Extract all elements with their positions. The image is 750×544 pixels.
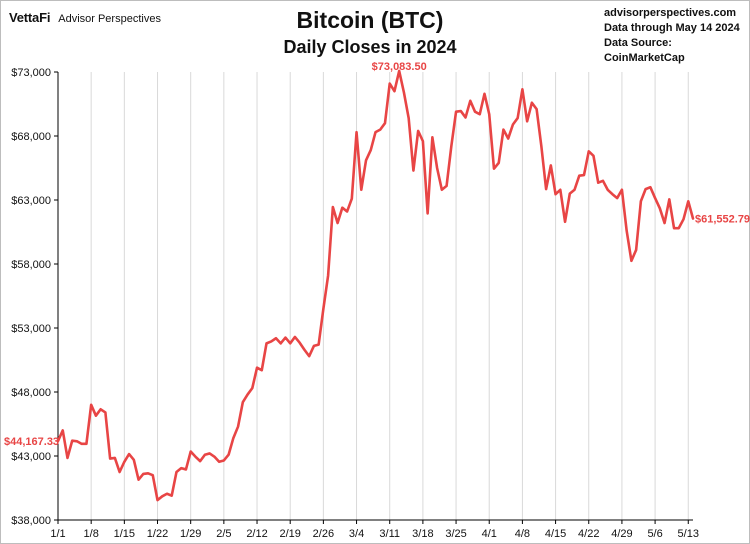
x-tick-label: 2/12 [246, 528, 267, 540]
chart-subtitle: Daily Closes in 2024 [283, 37, 457, 57]
y-tick-label: $58,000 [11, 259, 51, 271]
source-data-source: Data Source: CoinMarketCap [604, 37, 685, 64]
y-tick-label: $48,000 [11, 387, 51, 399]
title-block: Bitcoin (BTC) Daily Closes in 2024 [200, 6, 540, 60]
x-tick-label: 5/6 [647, 528, 662, 540]
x-tick-label: 4/29 [611, 528, 632, 540]
start-value-label: $44,167.33 [4, 436, 59, 448]
brand-name: Advisor Perspectives [58, 13, 161, 25]
source-site: advisorperspectives.com [604, 7, 737, 19]
x-tick-label: 4/22 [578, 528, 599, 540]
x-tick-label: 1/1 [50, 528, 65, 540]
x-tick-label: 2/5 [216, 528, 231, 540]
end-value-label: $61,552.79 [695, 214, 750, 226]
x-tick-label: 3/25 [445, 528, 466, 540]
y-tick-label: $43,000 [11, 451, 51, 463]
x-tick-label: 2/26 [313, 528, 334, 540]
source-data-through: Data through May 14 2024 [604, 22, 740, 34]
x-tick-label: 1/29 [180, 528, 201, 540]
brand-header: VettaFi Advisor Perspectives [9, 10, 161, 25]
x-tick-label: 3/11 [379, 528, 400, 540]
x-tick-label: 3/4 [349, 528, 364, 540]
source-info: advisorperspectives.com Data through May… [604, 6, 750, 66]
x-tick-label: 4/15 [545, 528, 566, 540]
x-tick-label: 4/1 [482, 528, 497, 540]
peak-value-label: $73,083.50 [372, 61, 427, 73]
x-tick-label: 1/15 [114, 528, 135, 540]
y-tick-label: $63,000 [11, 195, 51, 207]
vettafi-logo: VettaFi [9, 10, 51, 25]
x-tick-label: 1/8 [84, 528, 99, 540]
y-tick-label: $38,000 [11, 515, 51, 527]
y-tick-label: $53,000 [11, 323, 51, 335]
x-tick-label: 4/8 [515, 528, 530, 540]
x-tick-label: 1/22 [147, 528, 168, 540]
y-tick-label: $68,000 [11, 131, 51, 143]
chart-title: Bitcoin (BTC) [296, 7, 444, 33]
x-tick-label: 3/18 [412, 528, 433, 540]
x-tick-label: 2/19 [279, 528, 300, 540]
btc-price-line [56, 69, 695, 502]
x-tick-label: 5/13 [678, 528, 699, 540]
y-tick-label: $73,000 [11, 67, 51, 79]
